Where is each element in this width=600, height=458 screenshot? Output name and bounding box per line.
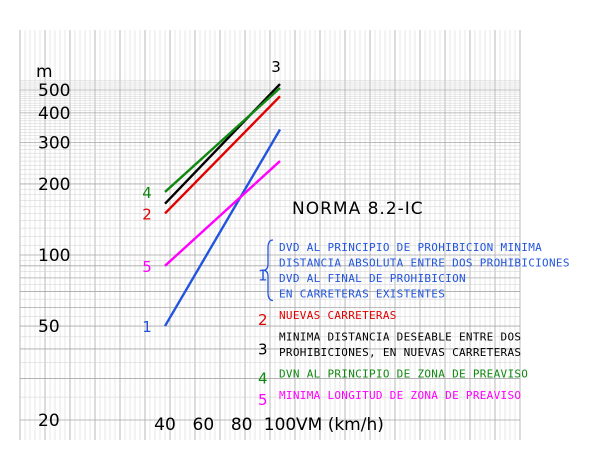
series-line-5	[164, 160, 281, 267]
y-tick-label: 100	[38, 246, 70, 266]
legend-text: MINIMA DISTANCIA DESEABLE ENTRE DOS	[279, 331, 521, 344]
y-tick-label: 20	[38, 411, 60, 431]
x-tick-label: 60	[193, 415, 215, 435]
series-lines: 1 2 3 4 5	[142, 58, 282, 336]
legend-text: EN CARRETERAS EXISTENTES	[279, 288, 445, 301]
legend-key-5: 5	[258, 391, 268, 409]
legend-key-3: 3	[258, 340, 268, 358]
legend-key-4: 4	[258, 370, 268, 388]
x-tick-label: 100	[264, 415, 296, 435]
series-label-5: 5	[142, 258, 152, 276]
y-axis-ticks: 500 400 300 200 100 50 20	[38, 81, 70, 431]
legend-text: DVN AL PRINCIPIO DE ZONA DE PREAVISO	[279, 368, 528, 381]
legend-text: DVD AL PRINCIPIO DE PROHIBICION MINIMA	[279, 241, 542, 254]
y-tick-label: 50	[38, 317, 60, 337]
legend-key-1: 1	[258, 266, 268, 284]
y-tick-label: 200	[38, 175, 70, 195]
grid	[19, 30, 521, 440]
x-axis-label: VM (km/h)	[296, 415, 384, 435]
series-label-4: 4	[142, 184, 152, 202]
series-line-1	[163, 128, 282, 327]
legend-text: DVD AL FINAL DE PROHIBICION	[279, 272, 466, 285]
legend-key-2: 2	[258, 311, 268, 329]
y-tick-label: 400	[38, 104, 70, 124]
legend-text: DISTANCIA ABSOLUTA ENTRE DOS PROHIBICION…	[279, 257, 570, 270]
series-line-4	[164, 87, 281, 193]
legend-text: PROHIBICIONES, EN NUEVAS CARRETERAS	[279, 346, 521, 359]
x-tick-label: 80	[231, 415, 253, 435]
series-label-2: 2	[142, 205, 152, 223]
series-label-3: 3	[271, 58, 281, 76]
legend-text: NUEVAS CARRETERAS	[279, 309, 397, 322]
y-axis-label: m	[36, 62, 53, 82]
legend-text: MINIMA LONGITUD DE ZONA DE PREAVISO	[279, 389, 521, 402]
series-line-2	[164, 95, 281, 215]
legend-brace	[262, 239, 274, 302]
series-label-1: 1	[142, 318, 152, 336]
x-tick-label: 40	[154, 415, 176, 435]
legend: DVD AL PRINCIPIO DE PROHIBICION MINIMA DI…	[258, 239, 570, 409]
y-tick-label: 300	[38, 133, 70, 153]
y-tick-label: 500	[38, 81, 70, 101]
chart-title: NORMA 8.2-IC	[292, 199, 424, 219]
x-axis-ticks: 40 60 80 100	[154, 415, 296, 435]
